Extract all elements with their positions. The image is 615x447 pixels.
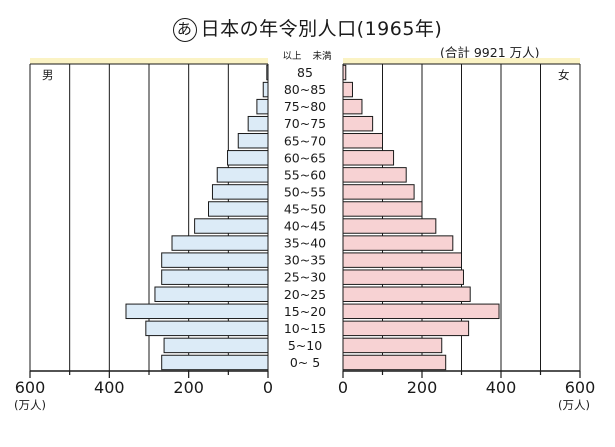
male-tick-label: 600 bbox=[15, 378, 46, 397]
age-group-label: 75~80 bbox=[284, 99, 326, 114]
female-unit-label: (万人) bbox=[558, 398, 590, 412]
age-group-label: 55~60 bbox=[284, 167, 326, 182]
female-tick-label: 200 bbox=[407, 378, 438, 397]
male-bar bbox=[216, 167, 269, 183]
title-mark: あ bbox=[172, 18, 197, 42]
female-bar bbox=[342, 269, 464, 285]
female-bar bbox=[342, 184, 415, 200]
male-bar bbox=[227, 150, 269, 166]
female-bar bbox=[342, 133, 383, 149]
male-bar bbox=[247, 115, 269, 132]
age-group-label: 70~75 bbox=[284, 116, 326, 131]
age-group-label: 45~50 bbox=[284, 201, 326, 216]
female-bar bbox=[342, 115, 374, 132]
male-bar bbox=[262, 81, 269, 98]
female-tick-label: 0 bbox=[338, 378, 348, 397]
age-group-label: 20~25 bbox=[284, 287, 326, 302]
female-bar bbox=[342, 167, 407, 183]
female-header-band bbox=[343, 58, 580, 64]
male-bar bbox=[163, 337, 269, 354]
female-bar bbox=[342, 320, 470, 337]
female-bar bbox=[342, 235, 454, 251]
age-group-label: 60~65 bbox=[284, 150, 326, 165]
male-bar bbox=[125, 303, 269, 320]
female-tick-label: 600 bbox=[565, 378, 596, 397]
female-bar bbox=[342, 218, 437, 234]
age-group-label: 65~70 bbox=[284, 133, 326, 148]
age-group-label: 30~35 bbox=[284, 253, 326, 268]
age-group-label: 50~55 bbox=[284, 184, 326, 199]
male-bar bbox=[161, 252, 269, 268]
male-bar bbox=[194, 218, 269, 234]
female-tick-label: 400 bbox=[486, 378, 517, 397]
age-group-label: 5~10 bbox=[288, 338, 322, 353]
age-group-label: 40~45 bbox=[284, 219, 326, 234]
female-bar bbox=[342, 201, 423, 217]
male-tick-label: 0 bbox=[263, 378, 273, 397]
male-bar bbox=[256, 98, 269, 115]
female-bar bbox=[342, 286, 471, 302]
male-tick-label: 200 bbox=[173, 378, 204, 397]
female-bar bbox=[342, 337, 443, 354]
male-bar bbox=[161, 354, 269, 371]
age-header-to: 未満 bbox=[312, 50, 332, 62]
total-population-label: (合計 9921 万人) bbox=[440, 45, 540, 60]
age-group-label: 80~85 bbox=[284, 82, 326, 97]
female-bar bbox=[342, 303, 500, 320]
chart-title: あ日本の年令別人口(1965年) bbox=[0, 14, 615, 42]
female-bar bbox=[342, 98, 363, 115]
female-series-label: 女 bbox=[558, 68, 570, 82]
male-bar bbox=[211, 184, 269, 200]
female-bar bbox=[342, 354, 447, 371]
age-group-label: 85 bbox=[297, 65, 313, 80]
male-bar bbox=[171, 235, 269, 251]
male-header-band bbox=[30, 58, 268, 64]
male-bar bbox=[161, 269, 269, 285]
title-text: 日本の年令別人口(1965年) bbox=[200, 18, 443, 40]
age-group-label: 10~15 bbox=[284, 321, 326, 336]
female-bar bbox=[342, 81, 353, 98]
male-bar bbox=[208, 201, 269, 217]
male-tick-label: 400 bbox=[94, 378, 125, 397]
male-bar bbox=[154, 286, 269, 302]
age-group-label: 25~30 bbox=[284, 270, 326, 285]
male-unit-label: (万人) bbox=[14, 398, 46, 412]
age-group-label: 0~ 5 bbox=[290, 355, 320, 370]
age-group-label: 15~20 bbox=[284, 304, 326, 319]
female-bar bbox=[342, 150, 395, 166]
male-bar bbox=[145, 320, 269, 337]
age-header-from: 以上 bbox=[282, 51, 302, 62]
female-bar bbox=[342, 252, 462, 268]
age-group-label: 35~40 bbox=[284, 236, 326, 251]
male-series-label: 男 bbox=[42, 68, 54, 82]
male-bar bbox=[237, 133, 269, 149]
